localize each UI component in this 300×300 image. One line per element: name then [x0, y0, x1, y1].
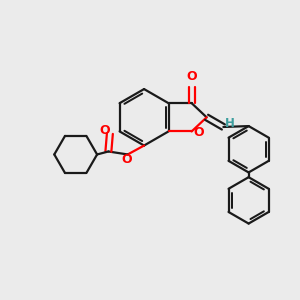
Text: O: O	[193, 125, 203, 139]
Text: H: H	[225, 117, 235, 130]
Text: O: O	[121, 153, 131, 166]
Text: O: O	[186, 70, 197, 83]
Text: O: O	[99, 124, 110, 137]
